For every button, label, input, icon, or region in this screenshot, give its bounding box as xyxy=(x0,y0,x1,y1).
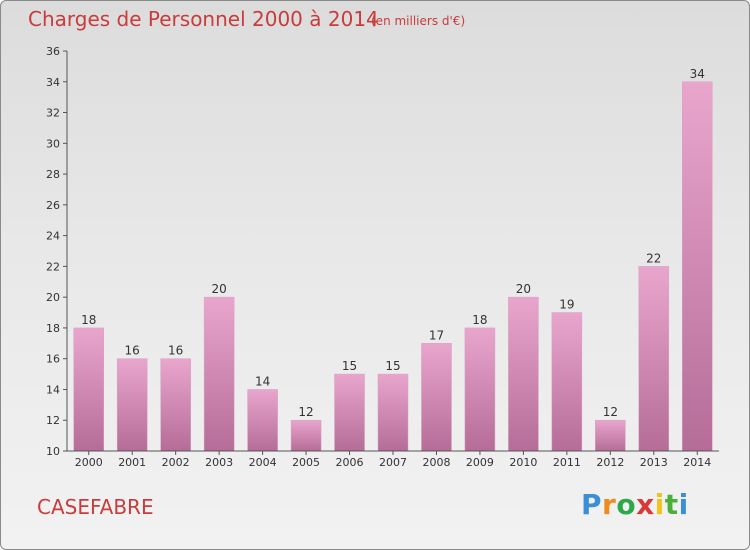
bar xyxy=(508,296,539,452)
bar-value-label: 15 xyxy=(342,359,357,373)
x-tick-label: 2011 xyxy=(553,456,581,469)
y-tick-label: 12 xyxy=(46,414,60,427)
bar xyxy=(638,266,670,452)
bars: 18 16 16 20 14 12 15 15 17 18 20 19 12 22 34 xyxy=(73,67,713,452)
bar xyxy=(377,373,409,452)
bar-value-label: 20 xyxy=(516,282,531,296)
logo-letter: i xyxy=(678,488,689,521)
bar-value-label: 18 xyxy=(472,313,487,327)
y-tick-label: 18 xyxy=(46,322,60,335)
y-tick-label: 14 xyxy=(46,383,60,396)
y-tick-label: 28 xyxy=(46,168,60,181)
chart-title: Charges de Personnel 2000 à 2014 xyxy=(28,7,379,31)
bar xyxy=(247,389,278,452)
bar xyxy=(464,327,496,452)
y-tick-label: 20 xyxy=(46,291,60,304)
bar-value-label: 34 xyxy=(690,67,705,81)
x-tick-label: 2010 xyxy=(509,456,537,469)
bar xyxy=(116,358,148,452)
bar xyxy=(334,373,365,452)
x-tick-label: 2013 xyxy=(640,456,668,469)
bar-value-label: 17 xyxy=(429,328,444,342)
bar xyxy=(421,343,452,452)
bar-value-label: 19 xyxy=(559,298,574,312)
x-tick-label: 2000 xyxy=(75,456,103,469)
x-tick-label: 2006 xyxy=(336,456,364,469)
bar-value-label: 18 xyxy=(81,313,96,327)
commune-name: CASEFABRE xyxy=(37,495,154,519)
x-tick-label: 2007 xyxy=(379,456,407,469)
bar xyxy=(203,296,235,452)
bar-value-label: 14 xyxy=(255,374,270,388)
bar xyxy=(290,419,322,452)
y-tick-label: 36 xyxy=(46,45,60,58)
x-tick-label: 2004 xyxy=(249,456,277,469)
bar-value-label: 12 xyxy=(603,405,618,419)
x-tick-label: 2008 xyxy=(422,456,450,469)
logo-letter: r xyxy=(602,488,617,521)
bar xyxy=(551,312,583,452)
y-tick-label: 26 xyxy=(46,199,60,212)
y-tick-label: 22 xyxy=(46,260,60,273)
bar xyxy=(160,358,191,452)
logo-letter: o xyxy=(616,488,637,521)
bar xyxy=(73,327,104,452)
logo-letter: x xyxy=(636,488,655,521)
x-tick-label: 2014 xyxy=(683,456,711,469)
x-tick-label: 2003 xyxy=(205,456,233,469)
x-tick-label: 2005 xyxy=(292,456,320,469)
bar-value-label: 12 xyxy=(298,405,313,419)
x-tick-label: 2002 xyxy=(162,456,190,469)
y-tick-label: 34 xyxy=(46,76,60,89)
x-tick-label: 2012 xyxy=(596,456,624,469)
y-tick-label: 24 xyxy=(46,230,60,243)
x-tick-label: 2001 xyxy=(118,456,146,469)
x-tick-label: 2009 xyxy=(466,456,494,469)
bar-value-label: 15 xyxy=(385,359,400,373)
bar xyxy=(595,419,626,452)
bar-value-label: 22 xyxy=(646,251,661,265)
bar-value-label: 16 xyxy=(168,344,183,358)
chart-unit: (en milliers d'€) xyxy=(371,14,466,28)
logo-letter: t xyxy=(664,488,679,521)
y-tick-label: 16 xyxy=(46,353,60,366)
y-tick-label: 32 xyxy=(46,107,60,120)
bar-value-label: 20 xyxy=(211,282,226,296)
x-axis: 2000 2001 2002 2003 2004 2005 2006 2007 2008 2009… xyxy=(67,450,719,469)
y-tick-label: 10 xyxy=(46,445,60,458)
y-tick-label: 30 xyxy=(46,137,60,150)
bar xyxy=(682,81,713,452)
proxiti-logo[interactable]: Proxiti xyxy=(581,488,689,521)
bar-value-label: 16 xyxy=(125,344,140,358)
y-axis: 10 12 14 16 18 20 22 24 26 28 30 32 34 36 xyxy=(46,45,68,458)
logo-letter: i xyxy=(654,488,665,521)
logo-letter: P xyxy=(581,488,603,521)
